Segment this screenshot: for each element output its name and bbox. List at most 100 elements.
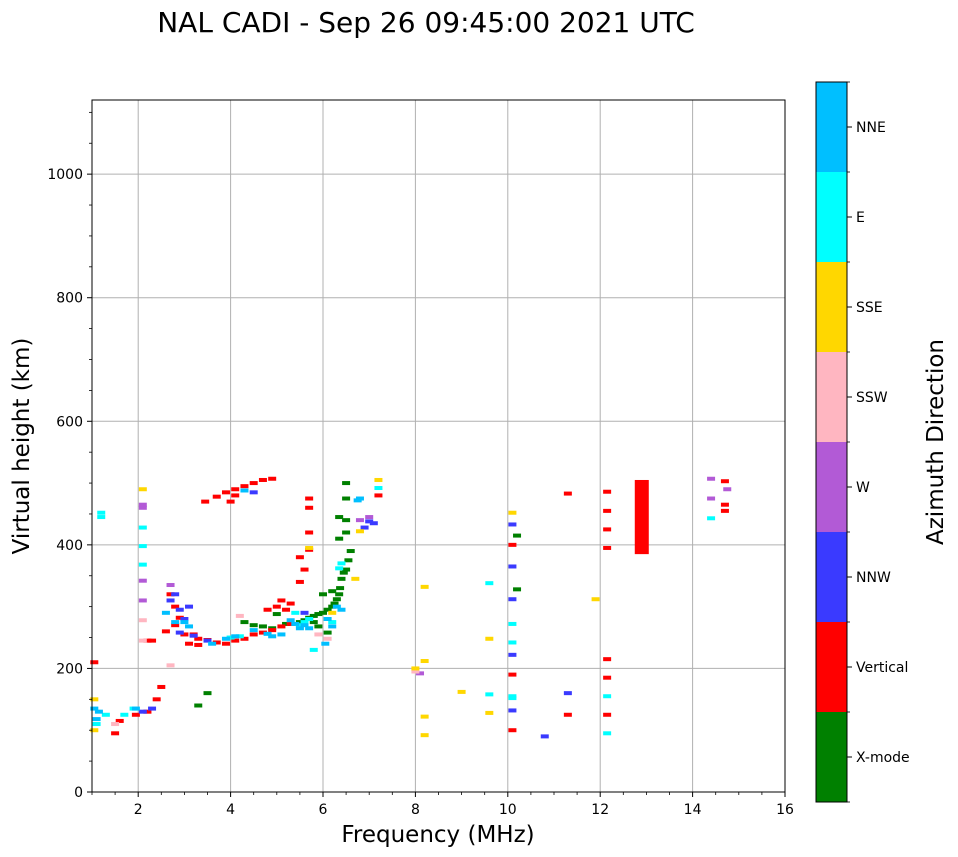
data-point [171,592,180,597]
data-point [161,610,170,615]
colorbar-tick-label: Vertical [856,660,908,676]
data-point [92,722,101,727]
data-point [120,712,129,717]
y-tick-label: 600 [56,414,83,430]
data-point [282,607,291,612]
data-point [563,691,572,696]
data-point [314,632,323,637]
data-point [346,549,355,554]
data-point [180,632,189,637]
data-point [138,578,147,583]
data-point [249,628,258,633]
data-point [485,710,494,715]
x-axis-label: Frequency (MHz) [341,822,534,848]
data-point [272,612,281,617]
data-point [263,631,272,636]
data-point [258,624,267,629]
data-point [138,709,147,714]
colorbar-tick-label: SSE [856,300,883,316]
colorbar-frame [815,81,848,803]
colorbar-segment [816,532,847,622]
data-point [180,617,189,621]
colorbar-tick-label: X-mode [856,750,910,766]
data-point [166,663,175,668]
data-point [101,712,110,717]
data-point [185,641,194,646]
data-point [138,502,147,507]
data-point [351,576,360,581]
data-point [328,604,337,609]
data-point [513,587,522,592]
data-point [513,533,522,538]
x-tick-label: 16 [776,802,794,818]
data-point [226,635,235,640]
colorbar-tick-label: NNE [856,120,886,136]
data-point [249,481,258,486]
data-point [337,561,346,566]
colorbar-segment [816,172,847,262]
y-tick-label: 400 [56,538,83,554]
x-tick-label: 6 [319,802,328,818]
data-point [131,706,140,711]
data-point [336,586,345,591]
data-point [337,576,346,581]
data-point [300,620,309,625]
data-point [365,515,374,520]
data-point [707,476,716,481]
data-point [185,624,194,629]
data-point [111,731,120,736]
data-point [148,638,157,643]
data-point [90,697,99,702]
data-point [508,621,517,626]
data-point [603,731,612,736]
data-point [282,621,291,626]
data-point [457,689,466,694]
data-point [235,613,244,618]
series-nne [90,488,364,722]
data-point [342,496,351,501]
data-point [603,694,612,699]
data-point [92,717,101,722]
data-point [295,579,304,584]
data-point [171,623,180,628]
data-point [365,519,374,524]
data-point [94,709,103,714]
data-point [420,584,429,589]
x-tick-label: 8 [411,802,420,818]
data-point [240,488,249,493]
data-point [374,486,383,491]
data-point [328,610,337,615]
data-point [342,518,351,523]
data-point [342,567,351,572]
data-point [300,567,309,572]
data-point [138,618,147,623]
data-point [231,487,240,492]
data-points [90,476,732,739]
colorbar-tick-label: SSW [856,390,888,406]
data-point [342,530,351,535]
data-point [201,499,210,504]
data-point [194,636,203,641]
data-point [97,510,106,515]
data-point [277,598,286,603]
data-point [330,601,339,606]
y-axis-label: Virtual height (km) [9,338,35,555]
chart-title: NAL CADI - Sep 26 09:45:00 2021 UTC [157,6,695,39]
data-point [485,581,494,586]
data-point [194,642,203,647]
data-point [240,620,249,625]
data-point [175,615,184,620]
data-point [231,634,240,639]
data-point [355,529,364,534]
data-point [90,728,99,733]
data-point [286,621,295,626]
data-point [337,607,346,612]
data-point [723,487,732,492]
data-point [277,632,286,637]
data-point [277,624,286,629]
data-point [319,592,327,597]
data-point [314,624,323,629]
y-tick-label: 200 [56,661,83,677]
data-point [323,607,332,612]
